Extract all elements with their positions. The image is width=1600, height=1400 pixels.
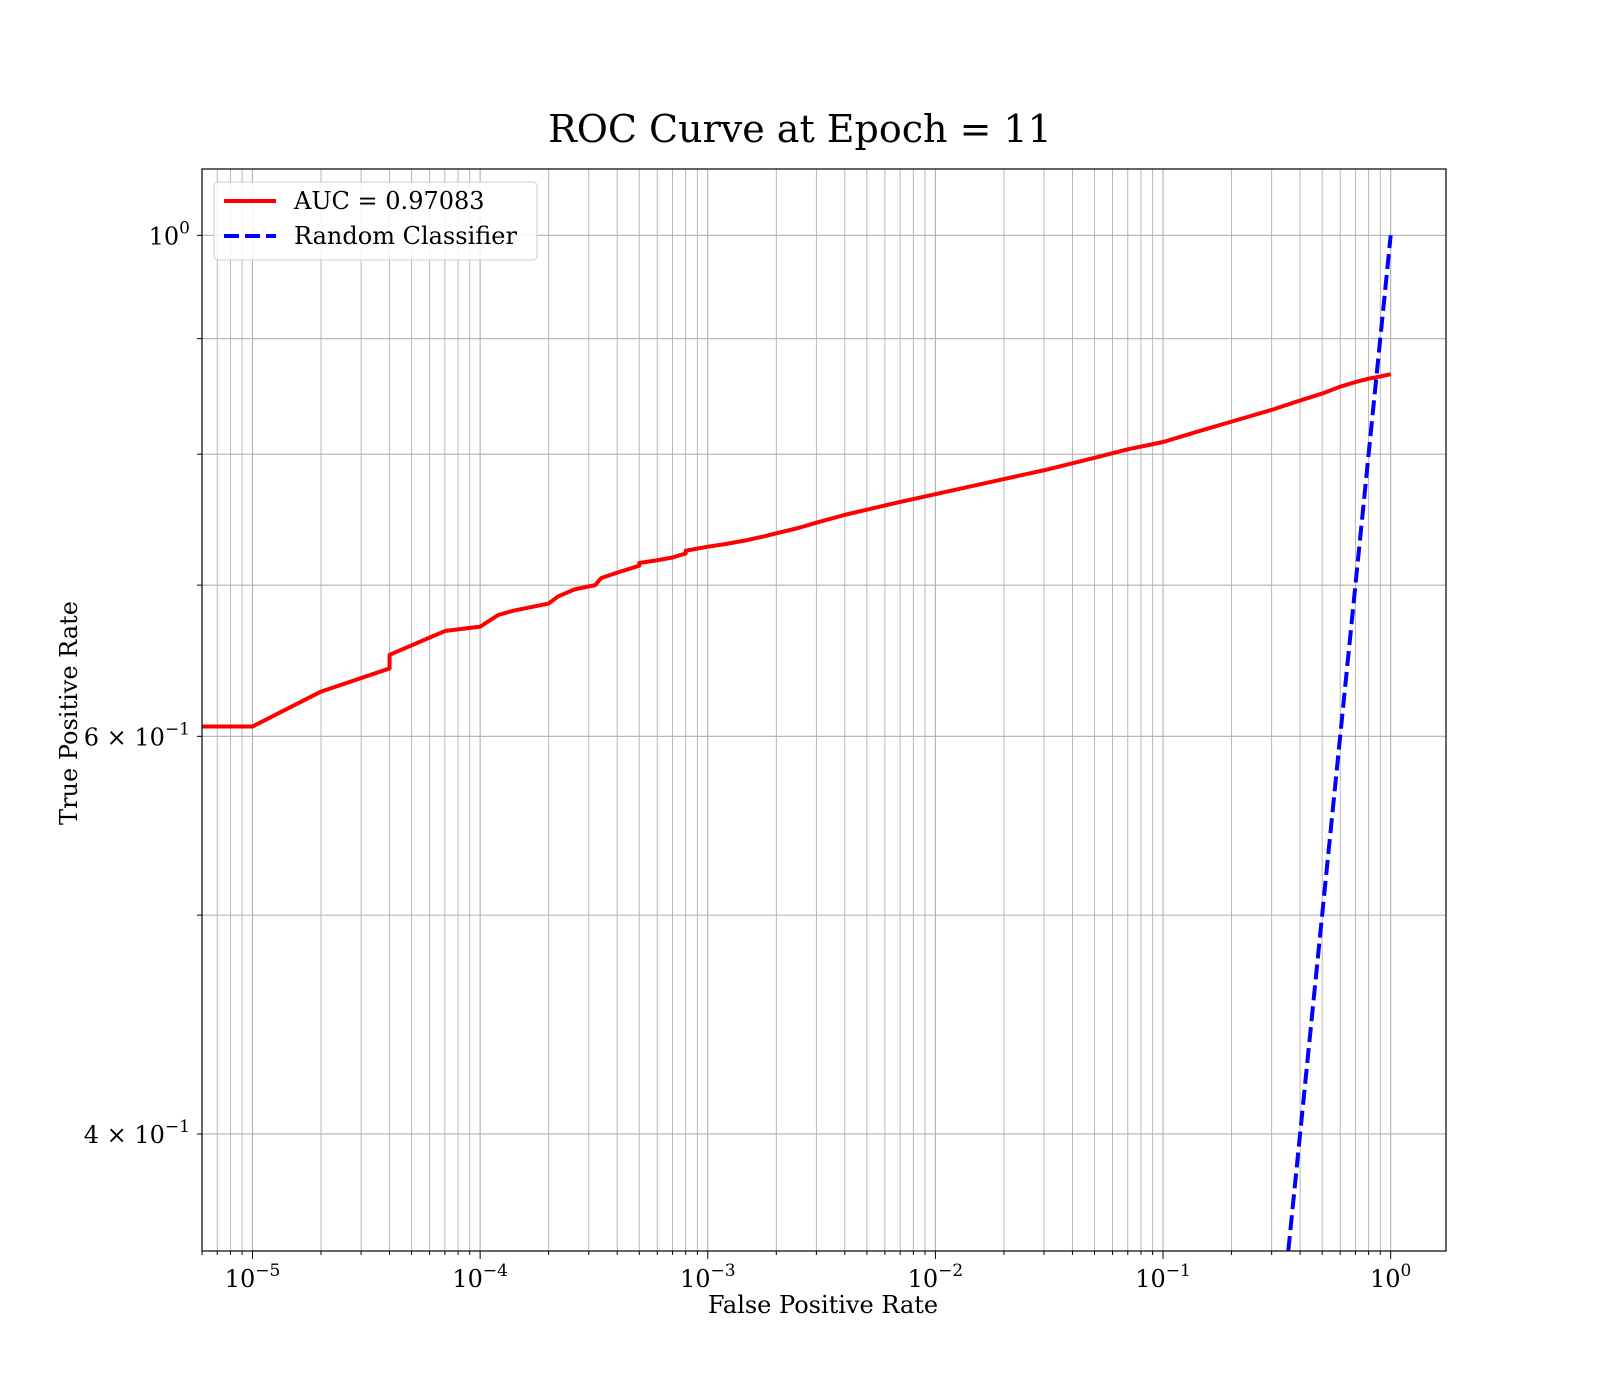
legend-box bbox=[213, 181, 538, 261]
y-axis-label: True Positive Rate bbox=[55, 601, 83, 825]
y-tick-label: 6 × 10−1 bbox=[84, 719, 190, 751]
x-tick-label: 10−3 bbox=[680, 1261, 736, 1293]
x-tick-label: 100 bbox=[1370, 1261, 1411, 1293]
y-tick-label: 100 bbox=[149, 218, 190, 250]
x-tick-label: 10−2 bbox=[908, 1261, 964, 1293]
x-tick-label: 10−4 bbox=[452, 1261, 508, 1293]
x-axis-ticks: 10−5 10−4 10−3 10−2 10−1 100 bbox=[201, 1251, 1411, 1293]
x-tick-label: 10−1 bbox=[1135, 1261, 1191, 1293]
y-axis-ticks: 100 6 × 10−1 4 × 10−1 bbox=[84, 218, 202, 1149]
legend-label-random: Random Classifier bbox=[294, 222, 517, 250]
major-gridlines bbox=[202, 169, 1446, 1251]
chart-title: ROC Curve at Epoch = 11 bbox=[548, 107, 1052, 151]
legend: AUC = 0.97083 Random Classifier bbox=[213, 181, 538, 261]
roc-curve-line bbox=[202, 372, 1392, 729]
series-layer bbox=[202, 235, 1393, 1251]
y-tick-label: 4 × 10−1 bbox=[84, 1117, 190, 1149]
axes-frame bbox=[201, 168, 1447, 1252]
minor-gridlines bbox=[201, 169, 1381, 1251]
x-tick-label: 10−5 bbox=[225, 1261, 281, 1293]
random-classifier-line bbox=[1286, 235, 1393, 1251]
x-axis-label: False Positive Rate bbox=[708, 1291, 938, 1319]
legend-label-auc: AUC = 0.97083 bbox=[293, 187, 485, 215]
